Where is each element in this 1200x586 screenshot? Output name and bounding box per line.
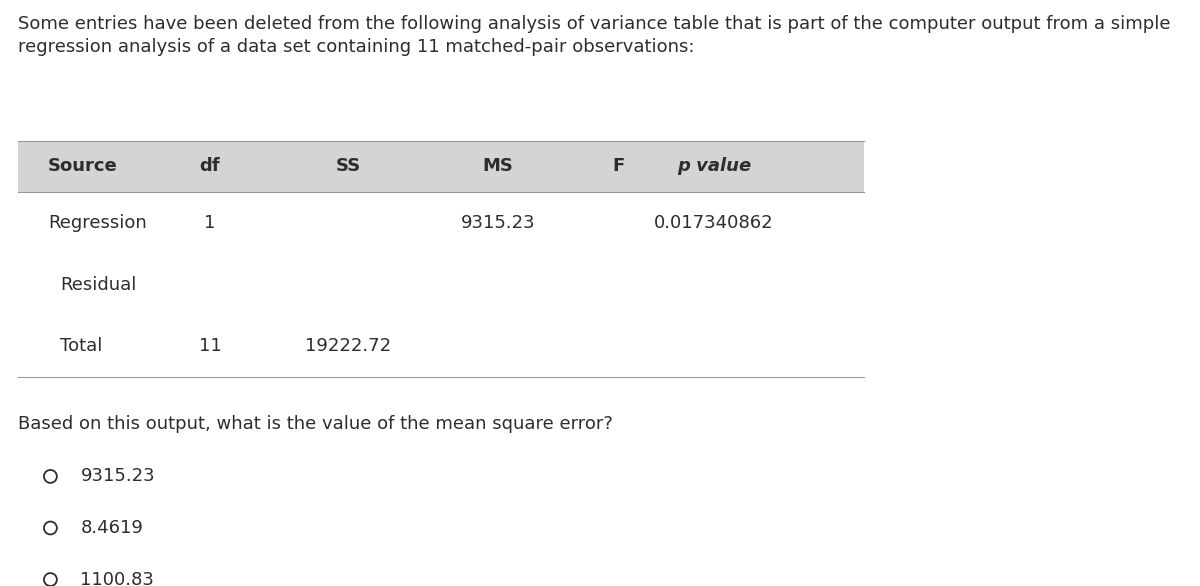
Text: 8.4619: 8.4619: [80, 519, 143, 537]
Text: 19222.72: 19222.72: [305, 337, 391, 355]
Text: p value: p value: [677, 158, 751, 175]
Text: df: df: [199, 158, 221, 175]
Text: Some entries have been deleted from the following analysis of variance table tha: Some entries have been deleted from the …: [18, 15, 1170, 33]
Text: 11: 11: [199, 337, 221, 355]
Text: 0.017340862: 0.017340862: [654, 214, 774, 232]
Text: Regression: Regression: [48, 214, 146, 232]
Text: regression analysis of a data set containing 11 matched-pair observations:: regression analysis of a data set contai…: [18, 38, 695, 56]
Text: Source: Source: [48, 158, 118, 175]
Text: 9315.23: 9315.23: [461, 214, 535, 232]
Text: F: F: [612, 158, 624, 175]
Text: SS: SS: [335, 158, 361, 175]
Text: Based on this output, what is the value of the mean square error?: Based on this output, what is the value …: [18, 415, 613, 433]
Text: MS: MS: [482, 158, 514, 175]
Text: Total: Total: [60, 337, 102, 355]
Text: 9315.23: 9315.23: [80, 468, 155, 485]
Text: Residual: Residual: [60, 275, 137, 294]
Text: 1100.83: 1100.83: [80, 571, 155, 586]
FancyBboxPatch shape: [18, 141, 864, 192]
Text: 1: 1: [204, 214, 216, 232]
